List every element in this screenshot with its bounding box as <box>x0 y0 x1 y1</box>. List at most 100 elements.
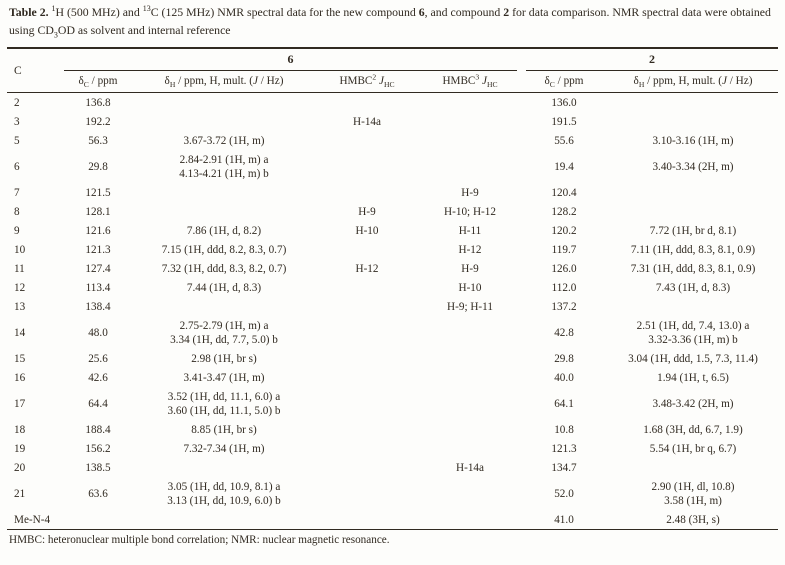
compound2-dh-cell: 1.68 (3H, dd, 6.7, 1.9) <box>643 423 743 436</box>
hmbc2-cell: H-10 <box>355 224 379 237</box>
compound6-dc-cell: 192.2 <box>85 115 111 128</box>
hmbc2-cell <box>314 510 420 530</box>
compound2-dc-cell: 121.3 <box>551 442 577 455</box>
compound6-dc-cell: 42.6 <box>88 371 108 384</box>
compound6-dc-cell: 121.6 <box>85 224 111 237</box>
compound6-dc-cell: 48.0 <box>88 326 108 339</box>
hmbc2-cell: H-9 <box>358 205 376 218</box>
compound2-dh-cell <box>608 93 778 113</box>
table-row: 16 42.6 3.41-3.47 (1H, m) 40.0 1.94 (1H,… <box>7 368 778 387</box>
compound2-dc-cell: 41.0 <box>554 513 574 526</box>
table-row: 8 128.1 H-9 H-10; H-12 128.2 <box>7 202 778 221</box>
compound6-dh-cell: 8.85 (1H, br s) <box>191 423 257 436</box>
hmbc3-cell <box>420 420 520 439</box>
hmbc3-cell <box>420 131 520 150</box>
compound6-dc-cell <box>62 510 134 530</box>
compound2-dc-cell: 128.2 <box>551 205 577 218</box>
hmbc3-cell <box>420 387 520 420</box>
hmbc2-cell <box>314 150 420 183</box>
table-row: 14 48.0 2.75-2.79 (1H, m) a 3.34 (1H, dd… <box>7 316 778 349</box>
carbon-number-cell: 5 <box>14 134 20 147</box>
compound2-dc-cell: 19.4 <box>554 160 574 173</box>
column-header-carbon: C <box>7 48 62 94</box>
compound2-dc-cell: 120.4 <box>551 186 577 199</box>
hmbc3-cell: H-14a <box>456 461 484 474</box>
carbon-number-cell: 11 <box>14 262 25 275</box>
compound2-dh-cell: 7.72 (1H, br d, 8.1) <box>649 224 737 237</box>
nmr-table-body: 2 136.8 136.0 3 192.2 H-14a 191.5 5 56.3… <box>7 93 778 530</box>
table-row: 5 56.3 3.67-3.72 (1H, m) 55.6 3.10-3.16 … <box>7 131 778 150</box>
compound6-dh-cell: 2.84-2.91 (1H, m) a 4.13-4.21 (1H, m) b <box>179 153 269 180</box>
table-row: 18 188.4 8.85 (1H, br s) 10.8 1.68 (3H, … <box>7 420 778 439</box>
carbon-number-cell: 17 <box>14 397 26 410</box>
compound6-dh-cell <box>134 183 314 202</box>
compound2-dc-cell: 119.7 <box>551 243 577 256</box>
compound6-dc-cell: 138.4 <box>85 300 111 313</box>
hmbc2-cell <box>314 240 420 259</box>
compound2-dh-cell: 5.54 (1H, br q, 6.7) <box>649 442 737 455</box>
table-row: Me-N-4 41.0 2.48 (3H, s) <box>7 510 778 530</box>
table-row: 17 64.4 3.52 (1H, dd, 11.1, 6.0) a 3.60 … <box>7 387 778 420</box>
hmbc2-cell <box>314 477 420 510</box>
sub-header-row: δC / ppm δH / ppm, H, mult. (J / Hz) HMB… <box>7 71 778 94</box>
table-row: 21 63.6 3.05 (1H, dd, 10.9, 8.1) a 3.13 … <box>7 477 778 510</box>
compound2-dh-cell: 1.94 (1H, t, 6.5) <box>657 371 729 384</box>
compound2-dh-cell <box>608 202 778 221</box>
compound6-dh-cell <box>134 93 314 113</box>
compound2-dh-cell <box>608 112 778 131</box>
compound6-dc-cell: 156.2 <box>85 442 111 455</box>
compound6-dc-cell: 63.6 <box>88 487 108 500</box>
carbon-number-cell: 13 <box>14 300 26 313</box>
compound6-dh-cell <box>134 202 314 221</box>
carbon-number-cell: 2 <box>14 96 20 109</box>
compound2-dc-cell: 191.5 <box>551 115 577 128</box>
carbon-number-cell: 8 <box>14 205 20 218</box>
compound6-dh-cell: 2.98 (1H, br s) <box>191 352 257 365</box>
table-header: C 6 2 δC / ppm δH / ppm, H, mult. (J / H… <box>7 48 778 94</box>
compound6-dc-cell: 127.4 <box>85 262 111 275</box>
column-header-dc6: δC / ppm <box>62 71 134 94</box>
hmbc2-cell <box>314 420 420 439</box>
compound2-dc-cell: 120.2 <box>551 224 577 237</box>
carbon-number-cell: 20 <box>14 461 26 474</box>
carbon-number-cell: 9 <box>14 224 20 237</box>
nmr-data-table: C 6 2 δC / ppm δH / ppm, H, mult. (J / H… <box>7 47 778 531</box>
compound2-dc-cell: 10.8 <box>554 423 574 436</box>
compound2-dc-cell: 137.2 <box>551 300 577 313</box>
carbon-number-cell: 12 <box>14 281 26 294</box>
hmbc3-cell: H-10 <box>458 281 482 294</box>
compound6-dh-cell: 3.52 (1H, dd, 11.1, 6.0) a 3.60 (1H, dd,… <box>167 390 281 417</box>
compound2-dh-cell: 3.10-3.16 (1H, m) <box>652 134 734 147</box>
table-row: 12 113.4 7.44 (1H, d, 8.3) H-10 112.0 7.… <box>7 278 778 297</box>
compound6-dc-cell: 25.6 <box>88 352 108 365</box>
compound2-dh-cell <box>608 183 778 202</box>
compound6-dc-cell: 121.5 <box>85 186 111 199</box>
carbon-number-cell: Me-N-4 <box>14 513 51 526</box>
compound2-dh-cell <box>608 297 778 316</box>
hmbc3-cell <box>420 112 520 131</box>
hmbc3-cell <box>420 439 520 458</box>
column-header-dh2: δH / ppm, H, mult. (J / Hz) <box>608 71 778 94</box>
carbon-number-cell: 18 <box>14 423 26 436</box>
hmbc3-cell: H-9 <box>461 262 479 275</box>
compound6-dc-cell: 121.3 <box>85 243 111 256</box>
hmbc3-cell <box>420 316 520 349</box>
carbon-number-cell: 21 <box>14 487 26 500</box>
compound2-dh-cell: 2.51 (1H, dd, 7.4, 13.0) a 3.32-3.36 (1H… <box>636 319 750 346</box>
hmbc2-cell <box>314 387 420 420</box>
hmbc2-cell <box>314 183 420 202</box>
compound6-dc-cell: 113.4 <box>85 281 111 294</box>
table-row: 9 121.6 7.86 (1H, d, 8.2) H-10 H-11 120.… <box>7 221 778 240</box>
compound6-dc-cell: 29.8 <box>88 160 108 173</box>
hmbc3-cell <box>420 510 520 530</box>
carbon-number-cell: 14 <box>14 326 26 339</box>
hmbc2-cell: H-14a <box>353 115 381 128</box>
hmbc3-cell: H-12 <box>458 243 482 256</box>
hmbc2-cell <box>314 131 420 150</box>
table-row: 20 138.5 H-14a 134.7 <box>7 458 778 477</box>
hmbc3-cell: H-11 <box>458 224 482 237</box>
table-row: 13 138.4 H-9; H-11 137.2 <box>7 297 778 316</box>
table-footnote: HMBC: heteronuclear multiple bond correl… <box>9 534 390 547</box>
compound2-dh-cell: 2.48 (3H, s) <box>666 513 720 526</box>
